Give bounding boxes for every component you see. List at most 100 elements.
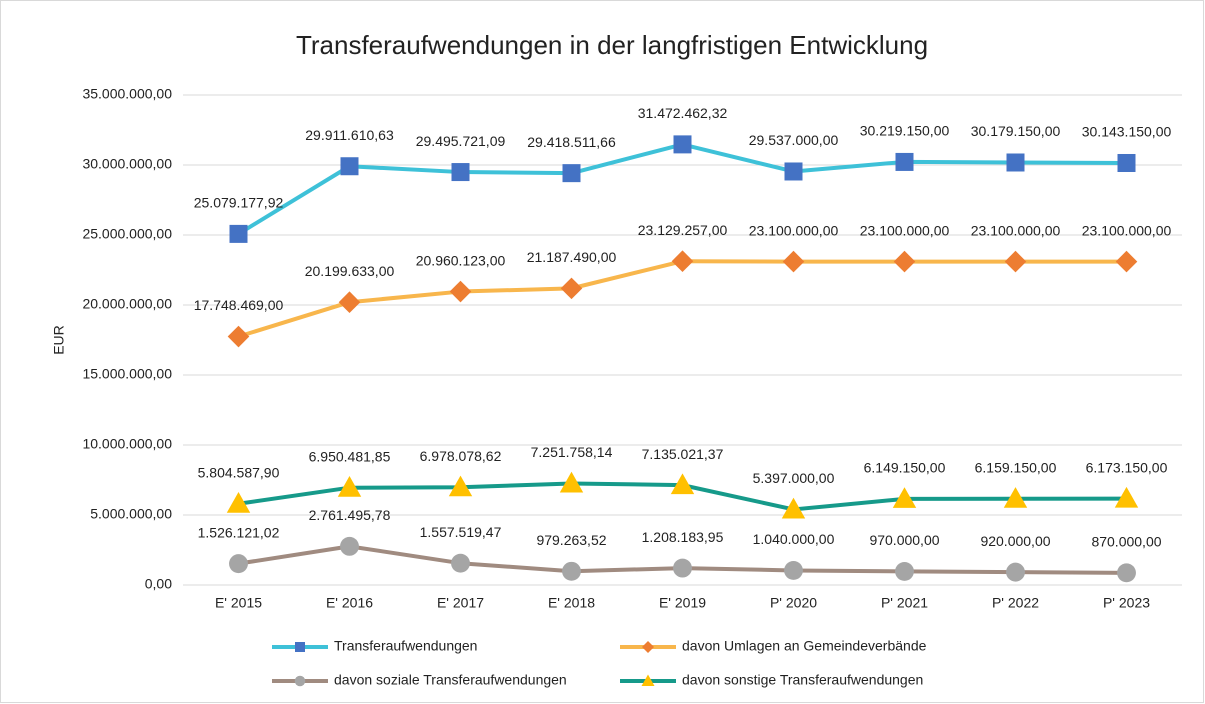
data-point (229, 554, 248, 574)
y-tick-label: 35.000.000,00 (82, 86, 172, 102)
data-point (451, 553, 470, 573)
data-point (782, 250, 805, 273)
data-point (895, 561, 914, 581)
data-point (671, 250, 694, 272)
legend-label: Transferaufwendungen (334, 638, 477, 654)
data-label: 6.159.150,00 (975, 459, 1057, 475)
y-tick-label: 25.000.000,00 (82, 226, 172, 242)
data-label: 1.208.183,95 (642, 529, 724, 545)
data-label: 23.100.000,00 (1082, 222, 1172, 238)
data-point (338, 291, 361, 314)
y-tick-label: 20.000.000,00 (82, 296, 172, 312)
data-point (337, 475, 362, 497)
data-point (227, 325, 250, 348)
x-tick-label: E' 2018 (548, 595, 595, 611)
data-point (895, 152, 914, 171)
data-label: 2.761.495,78 (309, 507, 391, 523)
data-label: 20.199.633,00 (305, 263, 395, 279)
data-label: 970.000,00 (869, 532, 939, 548)
legend-marker (294, 675, 306, 687)
data-label: 6.950.481,85 (309, 448, 391, 464)
data-label: 7.135.021,37 (642, 446, 724, 462)
y-tick-label: 5.000.000,00 (90, 506, 172, 522)
x-tick-label: E' 2017 (437, 595, 484, 611)
data-point (1004, 250, 1027, 273)
data-label: 31.472.462,32 (638, 105, 728, 121)
data-label: 23.129.257,00 (638, 222, 728, 238)
data-label: 7.251.758,14 (531, 444, 613, 460)
data-label: 23.100.000,00 (971, 222, 1061, 238)
data-label: 1.557.519,47 (420, 524, 502, 540)
data-label: 29.495.721,09 (416, 133, 506, 149)
data-point (226, 492, 251, 513)
data-point (1115, 250, 1138, 273)
data-point (784, 162, 803, 181)
x-tick-label: P' 2023 (1103, 595, 1150, 611)
data-point (229, 224, 248, 243)
data-point (449, 280, 472, 303)
data-point (451, 163, 470, 182)
legend-label: davon Umlagen an Gemeindeverbände (682, 638, 927, 654)
data-point (562, 164, 581, 183)
y-tick-label: 10.000.000,00 (82, 436, 172, 452)
data-label: 30.143.150,00 (1082, 124, 1172, 140)
y-tick-label: 30.000.000,00 (82, 156, 172, 172)
data-label: 6.978.078,62 (420, 448, 502, 464)
data-point (673, 558, 692, 578)
data-point (892, 487, 917, 508)
data-label: 1.040.000,00 (753, 531, 835, 547)
data-point (784, 560, 803, 580)
data-label: 23.100.000,00 (860, 222, 950, 238)
data-label: 29.911.610,63 (305, 127, 394, 143)
data-point (893, 250, 916, 273)
x-tick-label: P' 2022 (992, 595, 1039, 611)
data-label: 23.100.000,00 (749, 222, 839, 238)
x-tick-label: P' 2020 (770, 595, 817, 611)
data-label: 1.526.121,02 (198, 524, 280, 540)
legend-marker (295, 642, 305, 652)
data-point (562, 561, 581, 581)
data-label: 6.149.150,00 (864, 460, 946, 476)
data-label: 29.537.000,00 (749, 132, 839, 148)
data-label: 6.173.150,00 (1086, 459, 1168, 475)
legend-marker (641, 674, 655, 686)
x-tick-label: E' 2019 (659, 595, 706, 611)
data-point (559, 471, 584, 493)
data-label: 870.000,00 (1091, 534, 1161, 550)
data-point (1006, 562, 1025, 582)
data-point (1006, 153, 1025, 172)
data-point (781, 497, 806, 519)
data-point (1117, 563, 1136, 583)
data-label: 17.748.469,00 (194, 297, 284, 313)
y-axis-label: EUR (51, 325, 67, 355)
x-tick-label: P' 2021 (881, 595, 928, 611)
legend-label: davon sonstige Transferaufwendungen (682, 672, 923, 688)
y-tick-label: 0,00 (145, 576, 172, 592)
data-label: 25.079.177,92 (194, 195, 284, 211)
data-label: 20.960.123,00 (416, 252, 506, 268)
data-label: 29.418.511,66 (527, 134, 616, 150)
y-tick-label: 15.000.000,00 (82, 366, 172, 382)
data-label: 5.397.000,00 (753, 470, 835, 486)
data-label: 21.187.490,00 (527, 249, 617, 265)
data-label: 30.179.150,00 (971, 123, 1061, 139)
data-point (448, 475, 473, 497)
data-label: 920.000,00 (980, 533, 1050, 549)
data-point (340, 157, 359, 176)
data-point (1003, 487, 1028, 508)
data-point (340, 536, 359, 556)
data-point (673, 135, 692, 154)
data-point (1114, 486, 1139, 508)
data-point (670, 473, 695, 495)
data-label: 30.219.150,00 (860, 123, 950, 139)
data-point (560, 277, 583, 300)
legend-label: davon soziale Transferaufwendungen (334, 672, 567, 688)
data-label: 979.263,52 (536, 532, 606, 548)
x-tick-label: E' 2016 (326, 595, 373, 611)
data-point (1117, 153, 1136, 172)
legend-marker (642, 641, 654, 653)
x-tick-label: E' 2015 (215, 595, 262, 611)
chart-title: Transferaufwendungen in der langfristige… (296, 30, 928, 60)
data-label: 5.804.587,90 (198, 464, 280, 480)
